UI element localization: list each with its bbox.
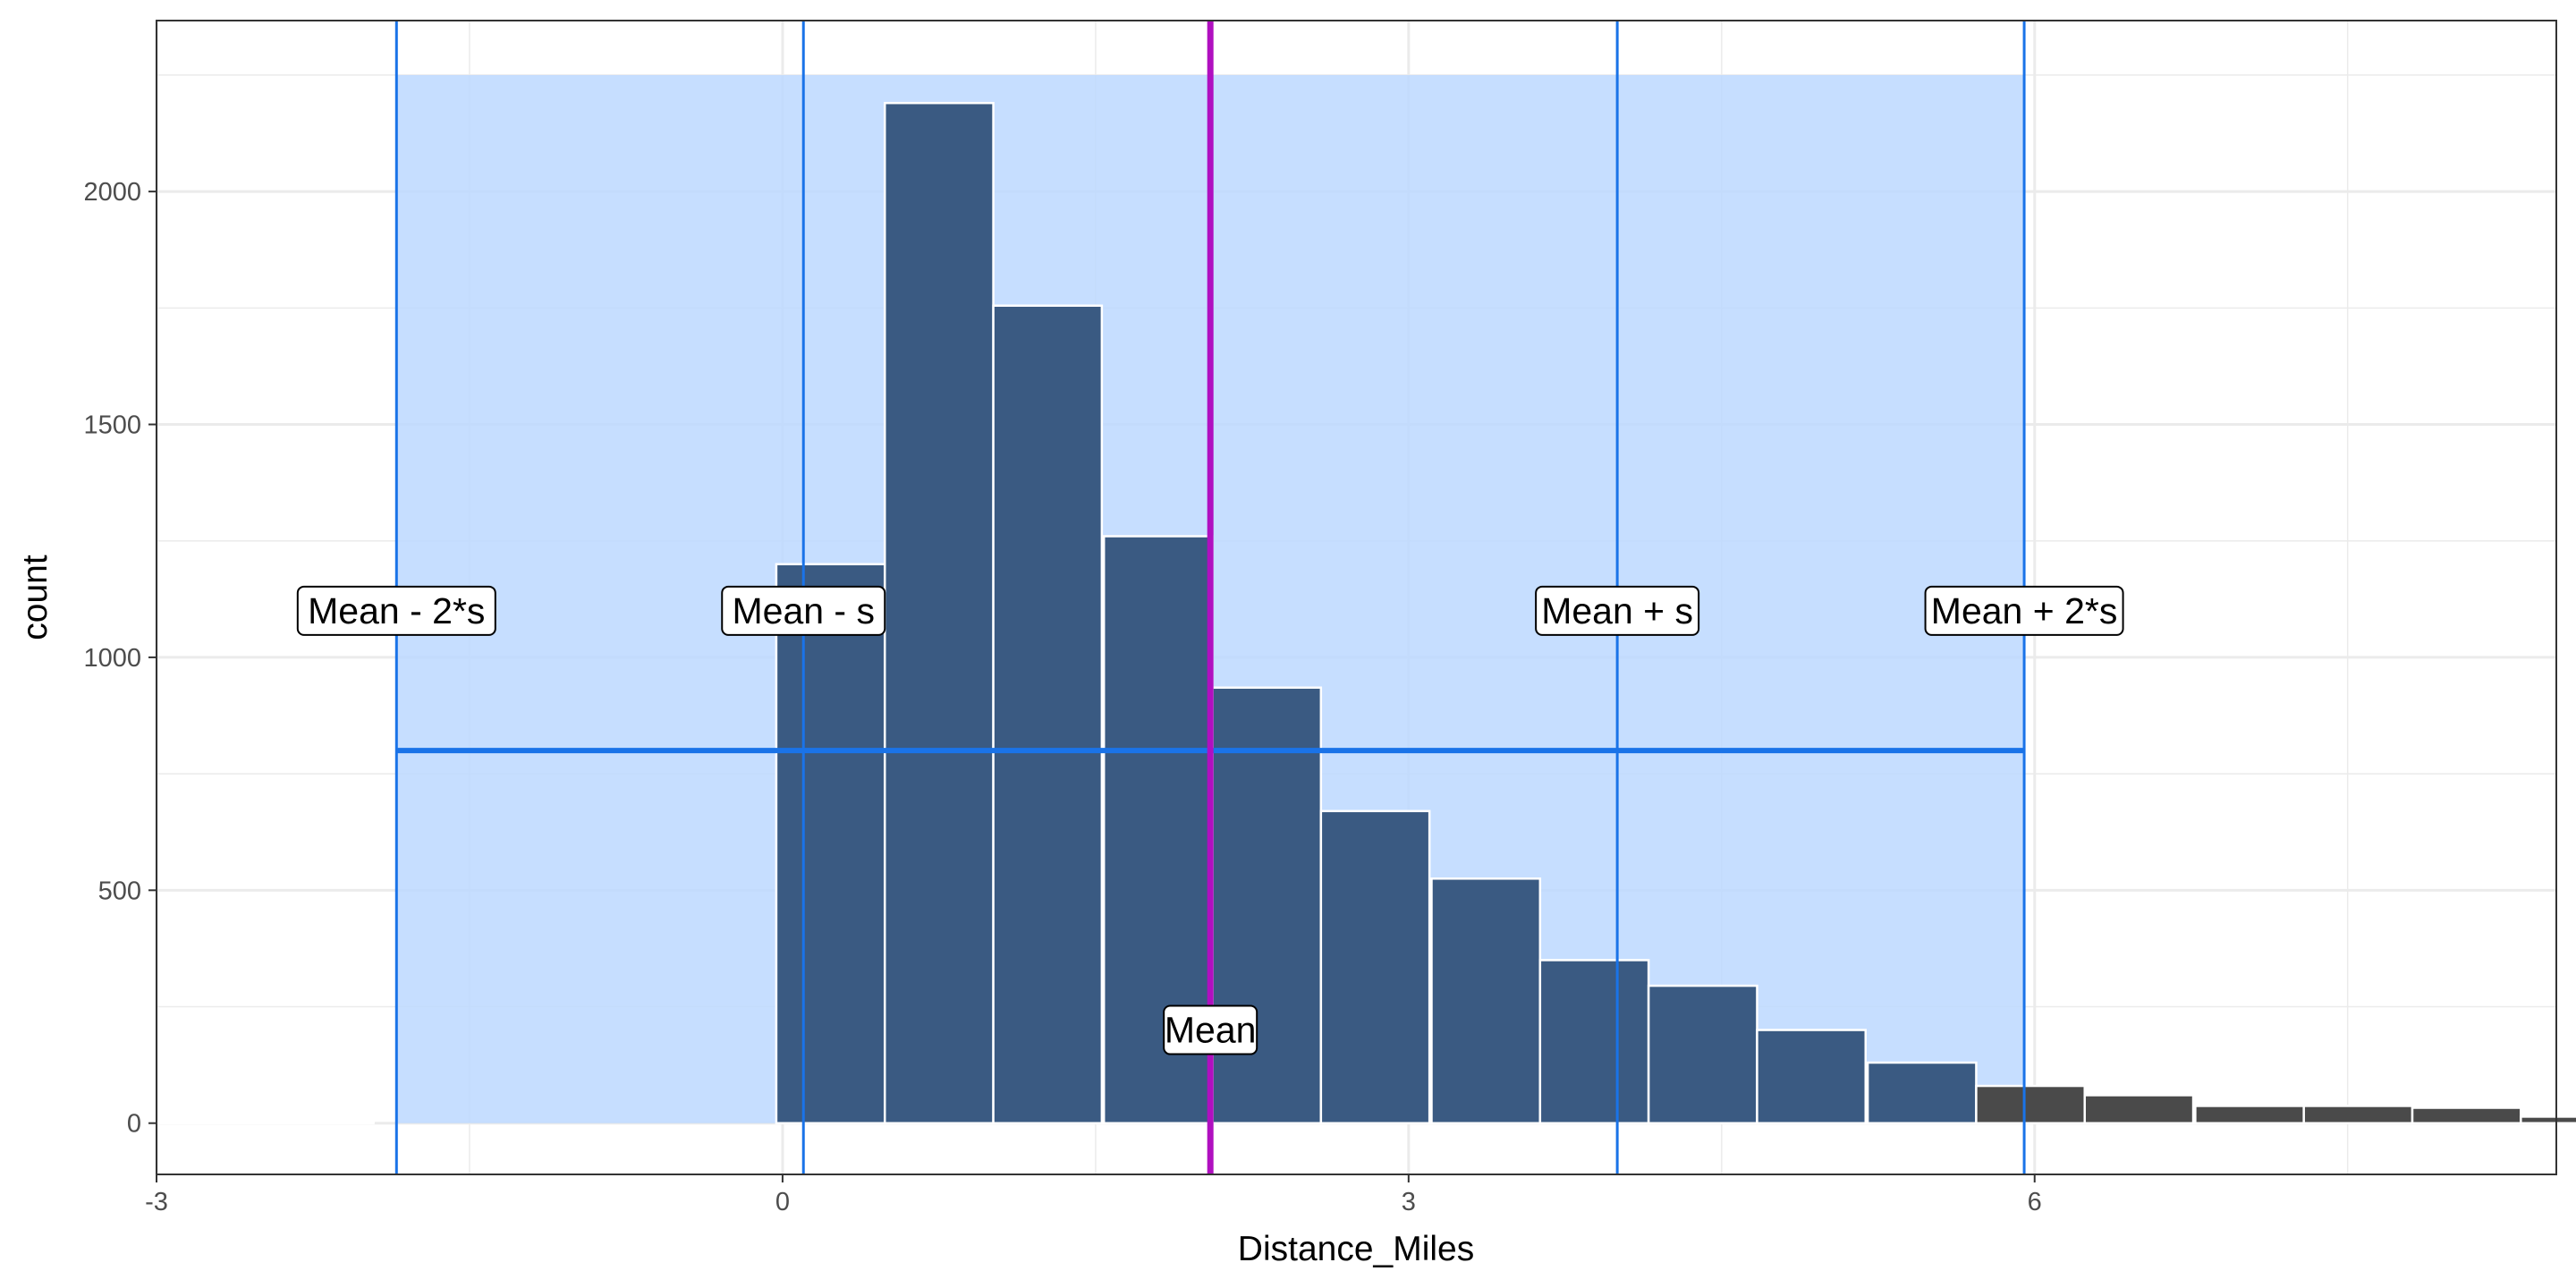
histogram-bar bbox=[2520, 1115, 2576, 1124]
histogram-bar bbox=[2411, 1106, 2522, 1124]
reference-label-text: Mean - 2*s bbox=[308, 590, 485, 631]
y-tick-label: 500 bbox=[98, 877, 141, 905]
reference-label-text: Mean - s bbox=[732, 590, 875, 631]
reference-label-box bbox=[1535, 585, 1700, 636]
reference-label-box bbox=[1924, 585, 2124, 636]
reference-label-box bbox=[1163, 1004, 1258, 1055]
reference-label-text: Mean bbox=[1165, 1010, 1257, 1051]
histogram-bar bbox=[2083, 1094, 2195, 1124]
histogram-bar bbox=[1319, 809, 1431, 1124]
reference-label: Mean bbox=[1163, 1004, 1258, 1055]
reference-label: Mean + s bbox=[1535, 585, 1700, 636]
reference-label: Mean - 2*s bbox=[296, 585, 496, 636]
histogram-bar bbox=[992, 304, 1104, 1124]
histogram-bar bbox=[1538, 959, 1650, 1124]
histogram-bar bbox=[1430, 877, 1542, 1124]
y-tick-label: 1500 bbox=[83, 411, 141, 440]
y-tick-label: 2000 bbox=[83, 178, 141, 207]
x-tick-label: 0 bbox=[775, 1188, 790, 1216]
histogram-bar bbox=[883, 101, 995, 1124]
x-tick-label: 3 bbox=[1402, 1188, 1416, 1216]
histogram-bar bbox=[2302, 1105, 2414, 1124]
x-axis-title: Distance_Miles bbox=[1238, 1230, 1474, 1268]
histogram-bar bbox=[264, 1120, 375, 1124]
histogram-bar bbox=[155, 1120, 267, 1124]
histogram-bar bbox=[775, 563, 886, 1124]
reference-label-text: Mean + s bbox=[1541, 590, 1693, 631]
y-tick-label: 1000 bbox=[83, 644, 141, 673]
panel-border bbox=[156, 20, 2557, 1175]
reference-label-box bbox=[296, 585, 496, 636]
x-tick-label: 6 bbox=[2028, 1188, 2042, 1216]
y-tick-label: 0 bbox=[127, 1110, 141, 1139]
axis-ticks: -3 0 3 6 0 500 1000 1500 2000 bbox=[83, 178, 2041, 1216]
x-tick-label: -3 bbox=[145, 1188, 168, 1216]
reference-labels: Mean - 2*s Mean - s Mean Mean + s Mean + 2*s bbox=[296, 585, 2124, 1055]
histogram-bar bbox=[1647, 984, 1758, 1124]
reference-label: Mean + 2*s bbox=[1924, 585, 2124, 636]
histogram-bar bbox=[1866, 1061, 1978, 1124]
reference-label-box bbox=[721, 585, 886, 636]
histogram-bar bbox=[1975, 1084, 2086, 1124]
reference-label: Mean - s bbox=[721, 585, 886, 636]
reference-label-text: Mean + 2*s bbox=[1931, 590, 2118, 631]
histogram-bar bbox=[2194, 1105, 2305, 1124]
histogram-bar bbox=[1756, 1029, 1868, 1124]
y-axis-title: count bbox=[16, 555, 55, 640]
